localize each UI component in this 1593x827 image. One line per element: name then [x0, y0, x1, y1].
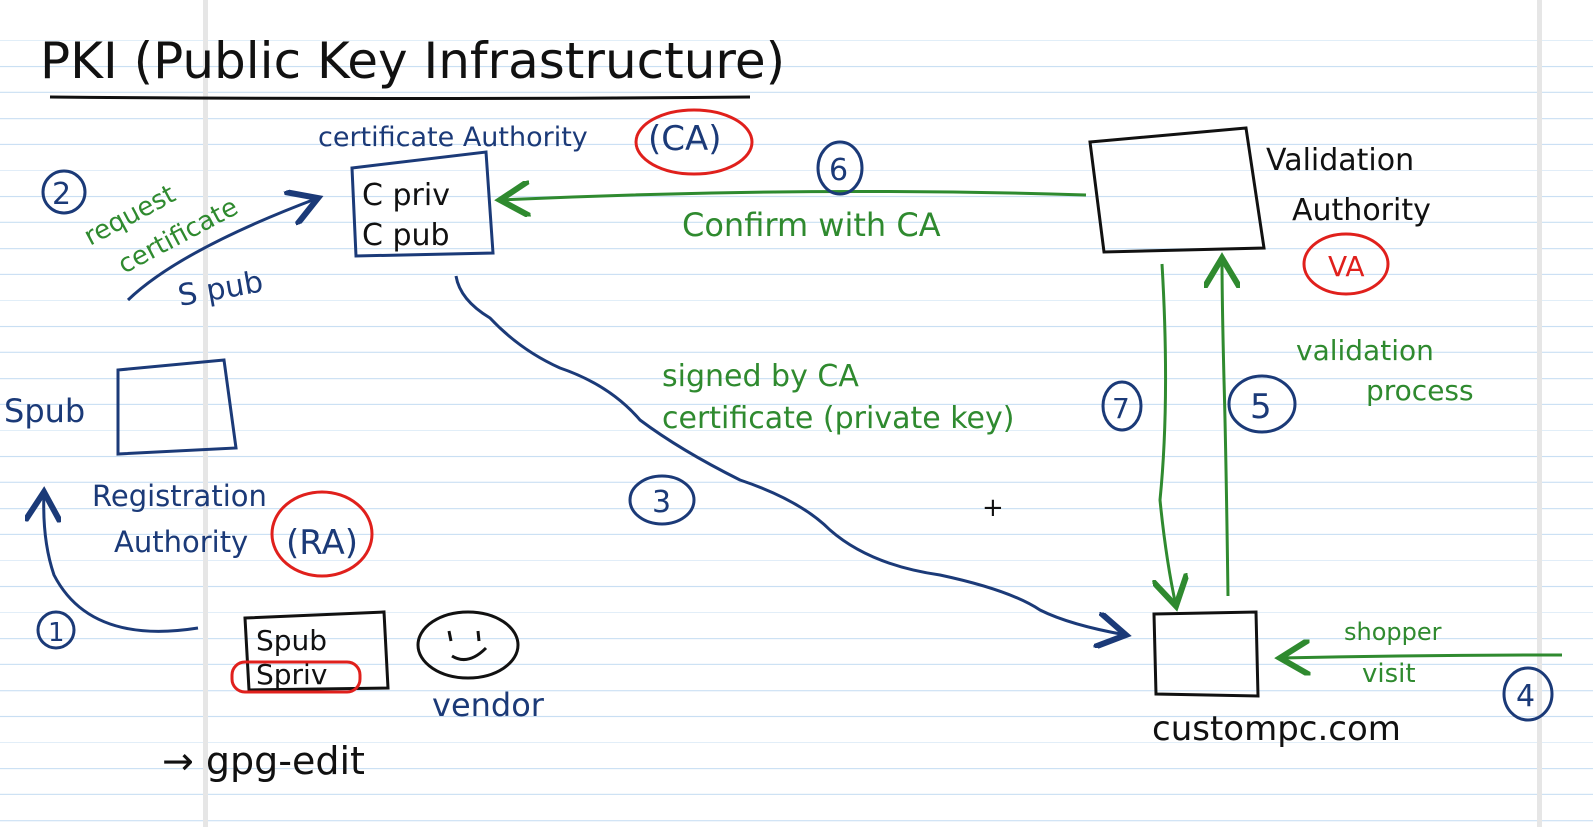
validation-process-line2: process: [1366, 374, 1474, 407]
ca-box: [350, 150, 495, 258]
va-abbr: VA: [1328, 250, 1365, 283]
step-4-number: 4: [1516, 679, 1535, 714]
page-title: PKI (Public Key Infrastructure): [40, 32, 785, 90]
step-5-arrow: [1222, 258, 1228, 597]
request-arrow: [126, 198, 318, 302]
step-5-number: 5: [1250, 387, 1272, 427]
shopper-visit-arrow: [1280, 655, 1563, 658]
vendor-public-key: Spub: [256, 624, 327, 657]
title-underline: [49, 95, 751, 100]
signed-label-line2: certificate (private key): [662, 401, 1014, 436]
ra-side-key: Spub: [4, 392, 85, 430]
step-7-number: 7: [1112, 392, 1130, 425]
vendor-smiley-icon: [416, 610, 520, 680]
step-6-circle: [816, 140, 864, 196]
gpg-edit-label: → gpg-edit: [162, 739, 365, 783]
ca-highlight-circle: [634, 108, 754, 176]
step-2-circle: [41, 169, 87, 215]
site-label: custompc.com: [1152, 709, 1401, 749]
site-box: [1152, 610, 1260, 698]
step-3-number: 3: [652, 485, 671, 520]
step-3-circle: [628, 474, 696, 526]
vendor-label: vendor: [432, 686, 545, 724]
crosshair-cursor-icon: +: [982, 493, 1004, 523]
vendor-private-key-highlight: [230, 660, 362, 694]
visit-label: visit: [1362, 659, 1416, 689]
step-2-number: 2: [52, 177, 71, 212]
va-label-line1: Validation: [1266, 143, 1414, 178]
validation-process-line1: validation: [1296, 334, 1434, 367]
signed-certificate-arrow: [454, 275, 1126, 635]
confirm-label: Confirm with CA: [682, 206, 941, 244]
va-label-line2: Authority: [1292, 193, 1431, 228]
ra-label-line2: Authority: [114, 525, 248, 559]
signed-label-line1: signed by CA: [662, 359, 859, 394]
step-6-number: 6: [829, 153, 848, 188]
step-1-circle: [36, 610, 76, 650]
notebook-margin-right: [1537, 0, 1542, 827]
vendor-key-box: [243, 610, 390, 692]
ca-label: certificate Authority: [318, 122, 588, 153]
ca-private-key: C priv: [362, 178, 450, 213]
step-7-circle: [1101, 380, 1143, 432]
va-highlight-circle: [1302, 232, 1390, 296]
request-key-label: S pub: [175, 265, 265, 314]
ca-abbr: (CA): [648, 119, 722, 159]
ca-public-key: C pub: [362, 218, 450, 253]
step-4-circle: [1502, 666, 1554, 722]
notebook-margin-left: [203, 0, 208, 827]
step-5-circle: [1227, 374, 1297, 434]
ra-highlight-circle: [270, 490, 374, 578]
va-box: [1088, 126, 1266, 254]
step-1-number: 1: [48, 618, 65, 648]
ra-abbr: (RA): [286, 523, 358, 563]
step-1-arrow: [44, 492, 199, 633]
ra-label-line1: Registration: [92, 479, 267, 513]
shopper-label: shopper: [1344, 618, 1442, 646]
confirm-arrow: [500, 191, 1087, 200]
step-7-arrow: [1160, 263, 1176, 606]
ra-box: [116, 358, 238, 456]
